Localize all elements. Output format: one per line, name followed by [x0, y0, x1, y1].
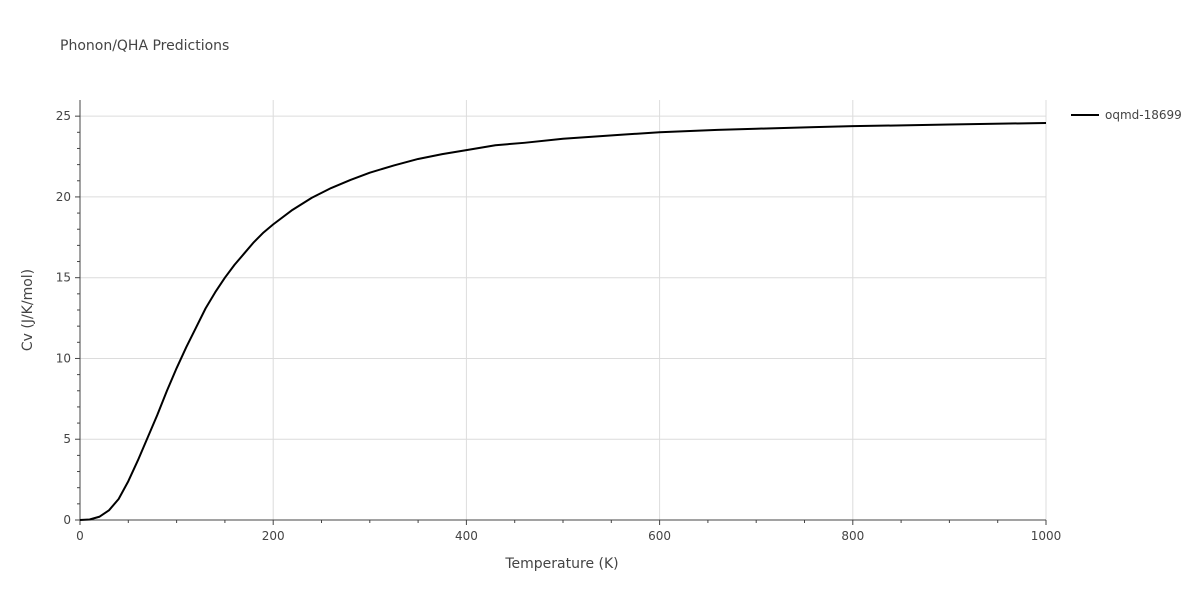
y-axis-title: Cv (J/K/mol) — [20, 269, 36, 351]
x-tick-label: 200 — [262, 529, 285, 543]
x-axis-title: Temperature (K) — [504, 556, 618, 572]
x-tick-label: 400 — [455, 529, 478, 543]
x-ticks: 0 200 400 600 800 1000 — [76, 520, 1061, 543]
axes — [79, 100, 1046, 521]
y-ticks: 0 5 10 15 20 25 — [56, 109, 80, 527]
y-tick-label: 0 — [63, 513, 71, 527]
x-tick-label: 0 — [76, 529, 84, 543]
x-tick-label: 800 — [841, 529, 864, 543]
x-tick-label: 600 — [648, 529, 671, 543]
grid — [80, 100, 1047, 520]
legend[interactable]: oqmd-18699 — [1071, 108, 1182, 122]
chart-title: Phonon/QHA Predictions — [60, 38, 229, 54]
x-tick-label: 1000 — [1031, 529, 1062, 543]
y-tick-label: 5 — [63, 432, 71, 446]
legend-label[interactable]: oqmd-18699 — [1105, 108, 1182, 122]
y-tick-label: 15 — [56, 271, 71, 285]
y-tick-label: 25 — [56, 109, 71, 123]
series-layer — [79, 121, 1047, 521]
y-tick-label: 10 — [56, 351, 71, 365]
y-tick-label: 20 — [56, 190, 71, 204]
series-line-oqmd-18699 — [79, 121, 1047, 521]
